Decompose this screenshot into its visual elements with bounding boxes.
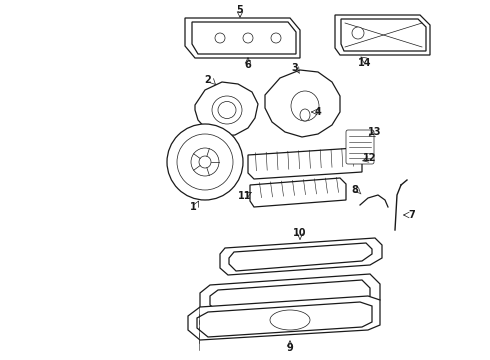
Ellipse shape bbox=[291, 91, 319, 121]
Text: 10: 10 bbox=[293, 228, 307, 238]
Text: 8: 8 bbox=[351, 185, 359, 195]
Polygon shape bbox=[229, 243, 372, 271]
Text: 7: 7 bbox=[409, 210, 416, 220]
Text: 2: 2 bbox=[205, 75, 211, 85]
Circle shape bbox=[352, 27, 364, 39]
Polygon shape bbox=[265, 70, 340, 137]
Circle shape bbox=[167, 124, 243, 200]
Polygon shape bbox=[220, 238, 382, 275]
Text: 1: 1 bbox=[190, 202, 196, 212]
Circle shape bbox=[191, 148, 219, 176]
Polygon shape bbox=[185, 18, 300, 58]
Text: 9: 9 bbox=[287, 343, 294, 353]
Text: 3: 3 bbox=[292, 63, 298, 73]
Circle shape bbox=[271, 33, 281, 43]
Polygon shape bbox=[188, 296, 380, 340]
Text: 5: 5 bbox=[237, 5, 244, 15]
Text: 11: 11 bbox=[238, 191, 252, 201]
FancyBboxPatch shape bbox=[346, 130, 374, 164]
Polygon shape bbox=[335, 15, 430, 55]
Polygon shape bbox=[248, 148, 362, 179]
Ellipse shape bbox=[300, 109, 310, 121]
Text: 4: 4 bbox=[315, 107, 321, 117]
Text: 13: 13 bbox=[368, 127, 382, 137]
Polygon shape bbox=[197, 302, 372, 337]
Text: 6: 6 bbox=[245, 60, 251, 70]
Polygon shape bbox=[195, 82, 258, 136]
Ellipse shape bbox=[270, 310, 310, 330]
Polygon shape bbox=[200, 274, 380, 317]
Circle shape bbox=[243, 33, 253, 43]
Text: 12: 12 bbox=[363, 153, 377, 163]
Polygon shape bbox=[192, 22, 296, 54]
Polygon shape bbox=[210, 280, 370, 313]
Ellipse shape bbox=[212, 96, 242, 124]
Text: 14: 14 bbox=[358, 58, 372, 68]
Polygon shape bbox=[341, 19, 426, 51]
Circle shape bbox=[215, 33, 225, 43]
Ellipse shape bbox=[218, 102, 236, 118]
Circle shape bbox=[177, 134, 233, 190]
Circle shape bbox=[199, 156, 211, 168]
Polygon shape bbox=[250, 178, 346, 207]
